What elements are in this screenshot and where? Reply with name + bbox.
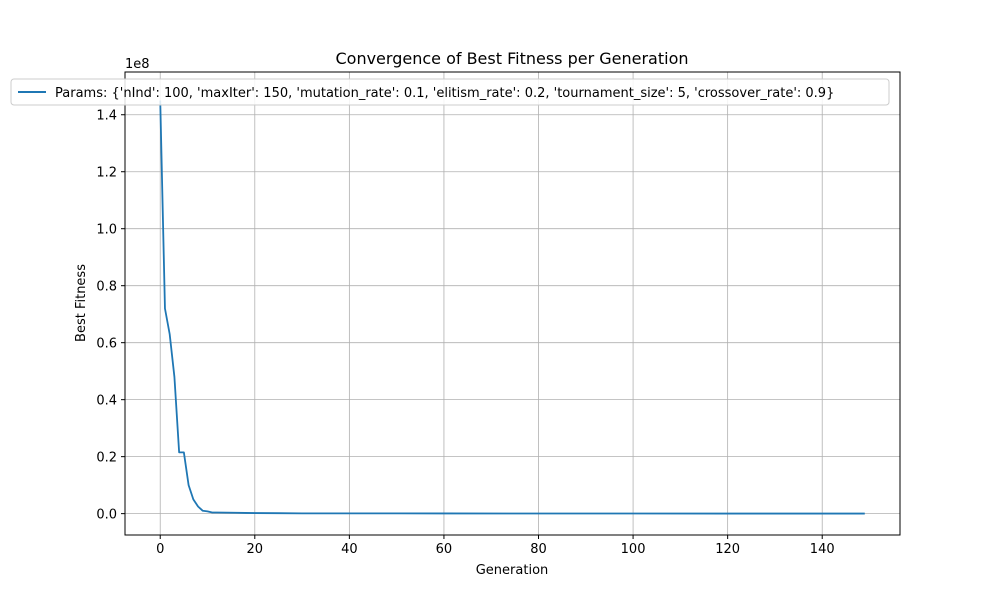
x-tick-label: 40	[341, 542, 358, 557]
y-tick-label: 1.4	[96, 109, 117, 124]
series-line	[159, 100, 865, 515]
legend-frame	[10, 78, 890, 106]
y-axis: 0.0 0.2 0.4 0.6 0.8 1.0 1.2 1.4	[96, 109, 125, 523]
x-tick-label: 100	[621, 542, 646, 557]
series-layer	[159, 100, 865, 515]
x-axis: 0 20 40 60 80 100 120 140	[156, 535, 835, 557]
plot-frame	[124, 71, 901, 536]
x-tick-label: 120	[715, 542, 740, 557]
y-axis-label: Best Fitness	[74, 264, 89, 342]
legend-entry: Params: {'nInd': 100, 'maxIter': 150, 'm…	[55, 86, 834, 101]
y-tick-label: 0.8	[96, 280, 117, 295]
x-axis-label: Generation	[476, 563, 549, 578]
y-axis-multiplier: 1e8	[125, 57, 150, 72]
chart-title: Convergence of Best Fitness per Generati…	[335, 49, 688, 68]
y-tick-label: 0.0	[96, 508, 117, 523]
x-tick-label: 60	[436, 542, 453, 557]
x-tick-label: 0	[156, 542, 164, 557]
y-tick-label: 0.2	[96, 451, 117, 466]
plot-background	[125, 72, 900, 535]
y-tick-label: 1.2	[96, 166, 117, 181]
x-tick-label: 20	[247, 542, 264, 557]
x-tick-label: 80	[530, 542, 547, 557]
y-tick-label: 0.4	[96, 394, 117, 409]
y-tick-label: 0.6	[96, 337, 117, 352]
legend: Params: {'nInd': 100, 'maxIter': 150, 'm…	[10, 78, 890, 106]
y-tick-label: 1.0	[96, 223, 117, 238]
x-tick-label: 140	[810, 542, 835, 557]
